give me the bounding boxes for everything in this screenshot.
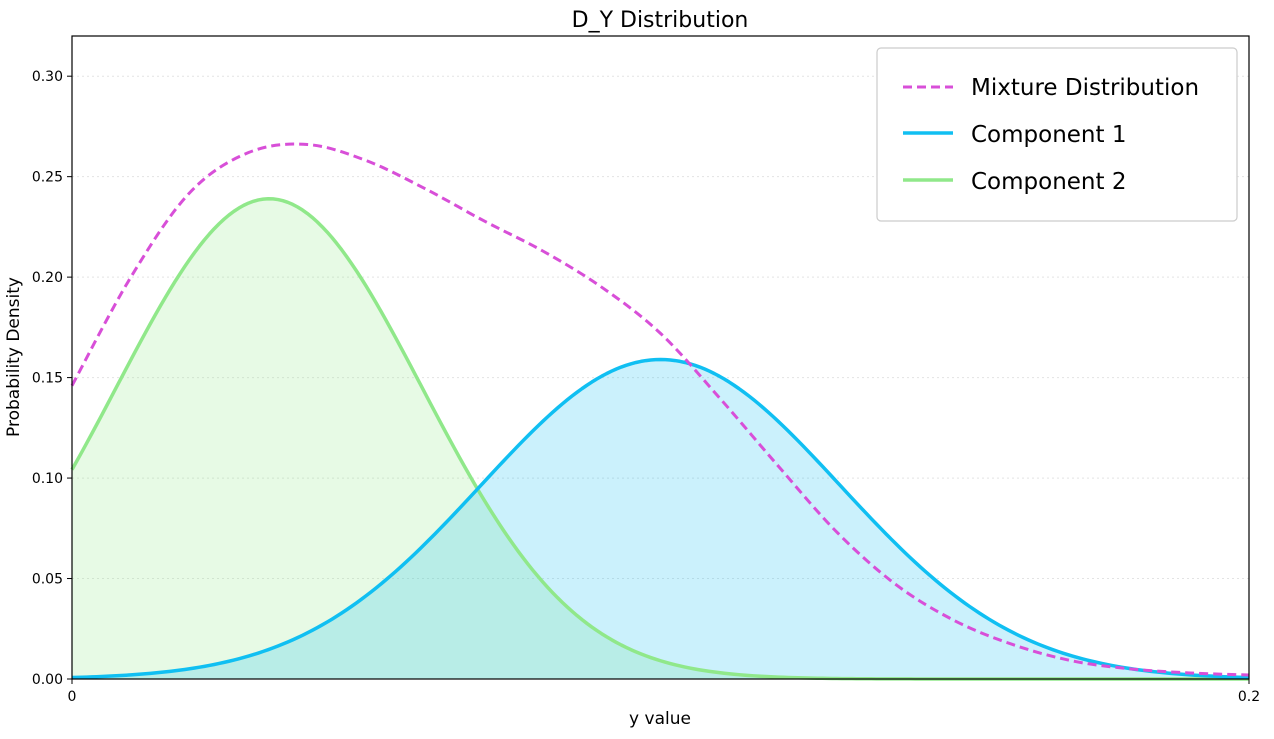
legend-label-component-1: Component 1 bbox=[971, 122, 1126, 148]
legend-label-component-2: Component 2 bbox=[971, 169, 1126, 195]
x-tick-label: 0.2 bbox=[1238, 689, 1260, 705]
y-tick-label: 0.05 bbox=[32, 572, 63, 588]
legend-label-mixture: Mixture Distribution bbox=[971, 75, 1199, 101]
y-axis-label: Probability Density bbox=[4, 277, 24, 437]
line-mixture-distribution bbox=[70, 142, 1250, 677]
legend: Mixture Distribution Component 1 Compone… bbox=[876, 47, 1238, 222]
x-tick-label: 0 bbox=[68, 689, 77, 705]
line-component-1 bbox=[71, 357, 1250, 680]
y-tick-label: 0.00 bbox=[32, 672, 63, 688]
y-tick-label: 0.15 bbox=[32, 371, 63, 387]
plot-frame bbox=[71, 35, 1250, 680]
area-component-2 bbox=[72, 198, 1249, 679]
y-tick-label: 0.30 bbox=[32, 69, 63, 85]
x-axis-ticks: 0 0.2 bbox=[68, 679, 1260, 705]
y-tick-label: 0.20 bbox=[32, 270, 63, 286]
y-tick-label: 0.25 bbox=[32, 170, 63, 186]
x-axis-label: y value bbox=[629, 709, 691, 729]
chart-title: D_Y Distribution bbox=[572, 8, 749, 33]
series-fills bbox=[72, 198, 1249, 679]
legend-box bbox=[876, 47, 1238, 222]
y-tick-label: 0.10 bbox=[32, 471, 63, 487]
y-axis-ticks: 0.00 0.05 0.10 0.15 0.20 0.25 0.30 bbox=[32, 69, 72, 688]
area-component-1 bbox=[72, 359, 1249, 679]
